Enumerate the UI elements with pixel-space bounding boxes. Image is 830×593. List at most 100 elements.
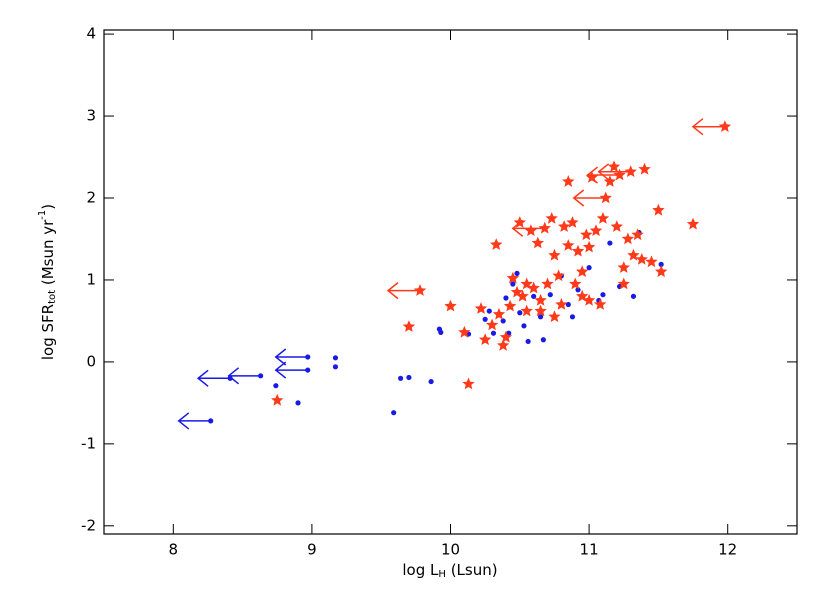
dot-point [565,301,571,308]
limit-arrow [511,219,545,237]
y-tick-label: 2 [86,189,96,207]
star-point [492,307,506,320]
dot-point [428,378,434,385]
star-point [490,238,503,250]
dot-point [486,308,492,314]
y-tick-label: 3 [86,107,96,125]
star-point [571,244,585,257]
x-label-text: (Lsun) [446,561,498,579]
limit-arrow [597,163,631,181]
dot-point [569,314,576,320]
star-point [548,310,561,323]
y-tick-label: -1 [81,434,96,452]
star-point [538,221,551,234]
star-point [562,239,575,251]
limit-arrow [196,369,231,387]
x-tick-label: 8 [169,541,179,559]
star-point [635,253,648,265]
dot-point [227,375,233,381]
star-point [655,265,668,277]
star-point [631,228,644,241]
dot-point [391,410,397,416]
dot-point [658,261,664,267]
dot-point [503,295,509,301]
star-point [652,203,665,216]
dot-point [305,367,311,373]
star-point [545,212,558,224]
dot-point [586,265,592,271]
limit-arrow [177,412,211,430]
y-axis-label: log SFRtot (Msun yr-1) [37,204,58,360]
dot-point [510,281,516,287]
dot-point [305,354,311,360]
dot-point [521,323,527,329]
y-label-text: (Msun yr [39,219,57,290]
star-point [531,236,544,249]
dot-point [258,373,264,379]
star-point [499,330,513,343]
star-point [534,293,547,306]
star-point [617,261,630,273]
dot-point [273,383,279,389]
star-point [594,298,607,310]
dot-point [208,418,214,424]
y-label-subscript: tot [47,290,58,304]
dot-point [332,364,339,370]
star-point [645,255,658,268]
star-point [576,265,589,277]
y-label-text: log SFR [39,304,57,360]
dot-point [531,293,537,299]
star-point [555,298,568,310]
x-tick-label: 11 [580,541,599,559]
star-point [458,325,471,338]
star-point [638,162,651,175]
dot-point [500,318,506,324]
star-point [524,224,538,236]
y-tick-label: 1 [86,270,96,288]
star-point [599,191,612,204]
dot-point [547,292,553,298]
star-point [589,224,603,236]
star-point [562,175,575,187]
y-tick-label: 0 [86,352,96,370]
star-point [603,175,617,187]
star-point [607,160,621,173]
dot-point [490,330,497,336]
limit-arrow [572,189,606,207]
x-tick-label: 10 [441,541,460,559]
star-point [413,284,427,296]
star-point [485,318,499,331]
star-point [271,393,284,406]
star-point [402,320,416,332]
star-point [624,165,637,177]
y-tick-label: -2 [81,516,96,534]
limit-arrow [227,367,261,385]
star-point [462,377,475,390]
star-point [566,216,579,228]
star-point [506,271,520,284]
x-label-subscript: H [438,569,446,580]
star-point [585,171,599,183]
limit-arrow [691,118,725,136]
dot-point [482,316,488,322]
y-tick-label: 4 [86,25,96,43]
star-point [613,168,626,181]
star-point [520,277,533,290]
star-point [516,289,529,302]
star-point [527,281,540,294]
star-point [552,269,565,282]
star-point [617,277,630,290]
star-point [596,212,610,224]
plot-frame [103,29,798,535]
dot-point [438,329,444,335]
dot-point [525,338,531,345]
x-tick-label: 12 [718,541,737,559]
star-point [558,220,571,232]
dot-point [332,355,339,361]
y-label-superscript: -1 [37,210,48,220]
star-point [580,228,593,241]
dot-point [537,314,544,320]
star-point [503,299,517,312]
